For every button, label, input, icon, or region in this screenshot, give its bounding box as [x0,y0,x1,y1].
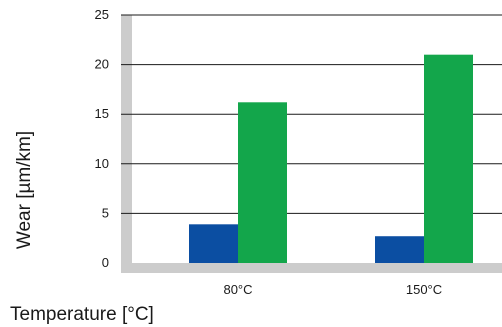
axis-layer [121,15,502,273]
x-axis-bar [121,263,502,273]
y-tick-label: 0 [102,255,109,270]
y-tick-label: 5 [102,205,109,220]
label-layer: 0 5 10 15 20 25 80°C 150°C [95,7,443,297]
y-tick-label: 20 [95,57,109,72]
y-axis-title: Wear [µm/km] [14,131,35,249]
bar-2-2 [424,54,473,264]
y-axis-bar [121,15,132,273]
x-axis-title: Temperature [°C] [10,304,154,325]
bar-layer [189,54,473,264]
bar-1-2 [375,236,424,263]
bar-2-1 [238,102,287,264]
x-tick-label: 80°C [223,282,252,297]
y-tick-label: 25 [95,7,109,22]
y-tick-label: 15 [95,106,109,121]
x-tick-label: 150°C [406,282,442,297]
bar-1-1 [189,224,238,263]
y-tick-label: 10 [95,156,109,171]
